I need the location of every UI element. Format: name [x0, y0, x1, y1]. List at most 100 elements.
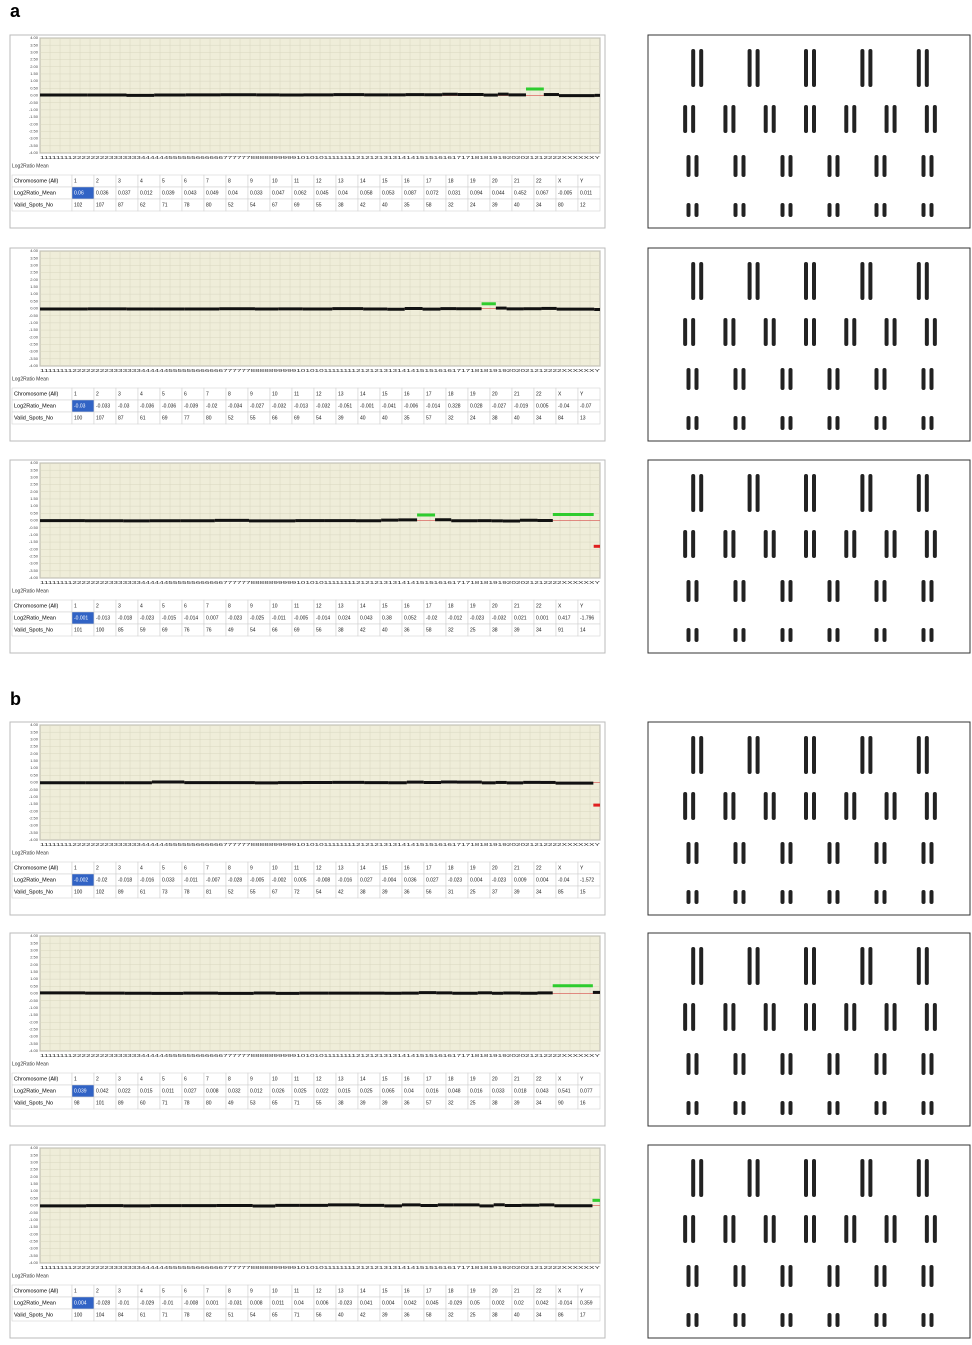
table-value: 22: [536, 865, 542, 871]
table-value: 67: [272, 202, 278, 208]
table-value: 9: [250, 865, 253, 871]
table-value: 20: [492, 178, 498, 184]
chromosome: [836, 842, 840, 864]
chromosome: [723, 1003, 727, 1031]
table-value: 0.042: [96, 1088, 109, 1094]
table-value: 58: [426, 627, 432, 633]
chromosome: [925, 1159, 929, 1197]
table-value: 0.027: [184, 1088, 197, 1094]
table-value: -0.014: [558, 1300, 572, 1306]
table-value: 0.011: [162, 1088, 174, 1094]
table-value: 32: [448, 202, 454, 208]
table-value: 0.027: [360, 877, 373, 883]
table-value: 11: [294, 1076, 299, 1082]
chromosome: [687, 580, 691, 602]
table-value: 0.05: [470, 1300, 480, 1306]
table-value: 7: [206, 1288, 209, 1294]
table-value: 15: [382, 865, 388, 871]
table-value: 10: [272, 178, 278, 184]
table-value: 34: [536, 1312, 542, 1318]
table-value: 32: [448, 1100, 454, 1106]
chromosome: [748, 736, 752, 774]
table-value: 49: [228, 627, 234, 633]
table-value: 0.002: [492, 1300, 505, 1306]
y-tick-label: -1.00: [29, 320, 39, 325]
row-label: Chromosome (All): [14, 1076, 58, 1082]
table-value: 38: [492, 1100, 498, 1106]
table-value: 36: [404, 627, 410, 633]
table-value: 0.018: [514, 1088, 527, 1094]
table-value: 0.016: [426, 1088, 439, 1094]
table-value: 25: [470, 1100, 476, 1106]
chromosome: [789, 1265, 793, 1287]
chromosome: [734, 155, 738, 177]
chromosome: [789, 842, 793, 864]
y-tick-label: -2.00: [29, 1019, 39, 1024]
chromosome: [764, 105, 768, 133]
table-value: 102: [96, 889, 105, 895]
chromosome: [922, 1101, 926, 1115]
karyotype-frame: [648, 722, 970, 915]
y-tick-label: -1.50: [29, 114, 39, 119]
table-value: -0.036: [162, 403, 176, 409]
table-value: -0.019: [514, 403, 528, 409]
chromosome: [868, 1159, 872, 1197]
chromosome: [742, 580, 746, 602]
table-value: -0.032: [316, 403, 330, 409]
y-tick-label: -2.50: [29, 342, 39, 347]
chromosome: [836, 1313, 840, 1327]
chromosome: [742, 1053, 746, 1075]
chromosome: [885, 1215, 889, 1243]
x-axis-labels: 1111111122222222333333344444455555566666…: [40, 1265, 600, 1270]
chromosome: [772, 105, 776, 133]
chromosome: [764, 318, 768, 346]
table-value: -0.023: [228, 615, 242, 621]
table-value: 40: [514, 1312, 520, 1318]
table-value: 66: [272, 415, 278, 421]
table-value: 67: [272, 889, 278, 895]
chromosome: [875, 580, 879, 602]
table-value: 0.001: [536, 615, 549, 621]
table-value: 84: [558, 415, 564, 421]
chromosome: [852, 530, 856, 558]
table-value: 4: [140, 603, 143, 609]
table-value: 13: [580, 415, 586, 421]
table-value: 0.036: [404, 877, 417, 883]
table-value: 1: [74, 865, 77, 871]
table-value: 39: [382, 889, 388, 895]
table-value: 34: [536, 1100, 542, 1106]
chromosome: [731, 530, 735, 558]
y-tick-label: 3.50: [30, 42, 39, 47]
row-label: Valid_Spots_No: [14, 202, 53, 208]
table-value: -0.005: [294, 615, 308, 621]
table-value: 57: [426, 1100, 432, 1106]
chromosome: [695, 1101, 699, 1115]
table-value: 0.328: [448, 403, 461, 409]
table-value: 14: [360, 865, 366, 871]
chromosome: [930, 628, 934, 642]
row-label: Log2Ratio_Mean: [14, 1088, 56, 1094]
table-value: 80: [206, 415, 212, 421]
y-tick-label: 3.50: [30, 729, 39, 734]
table-value: 78: [184, 202, 190, 208]
chromosome: [922, 416, 926, 430]
chromosome: [893, 792, 897, 820]
chromosome: [868, 49, 872, 87]
chromosome: [875, 203, 879, 217]
row-label: Chromosome (All): [14, 865, 58, 871]
chromosome: [687, 1053, 691, 1075]
chromosome: [844, 530, 848, 558]
karyotype-frame: [648, 460, 970, 653]
table-value: 39: [382, 1312, 388, 1318]
chromosome: [883, 628, 887, 642]
table-value: 69: [294, 627, 300, 633]
chromosome: [695, 628, 699, 642]
table-value: -0.028: [228, 877, 242, 883]
table-value: -0.029: [140, 1300, 154, 1306]
table-value: 0.04: [228, 190, 238, 196]
table-value: 32: [448, 415, 454, 421]
chromosome: [844, 1215, 848, 1243]
y-tick-label: -2.50: [29, 816, 39, 821]
chromosome: [844, 105, 848, 133]
chromosome: [691, 530, 695, 558]
